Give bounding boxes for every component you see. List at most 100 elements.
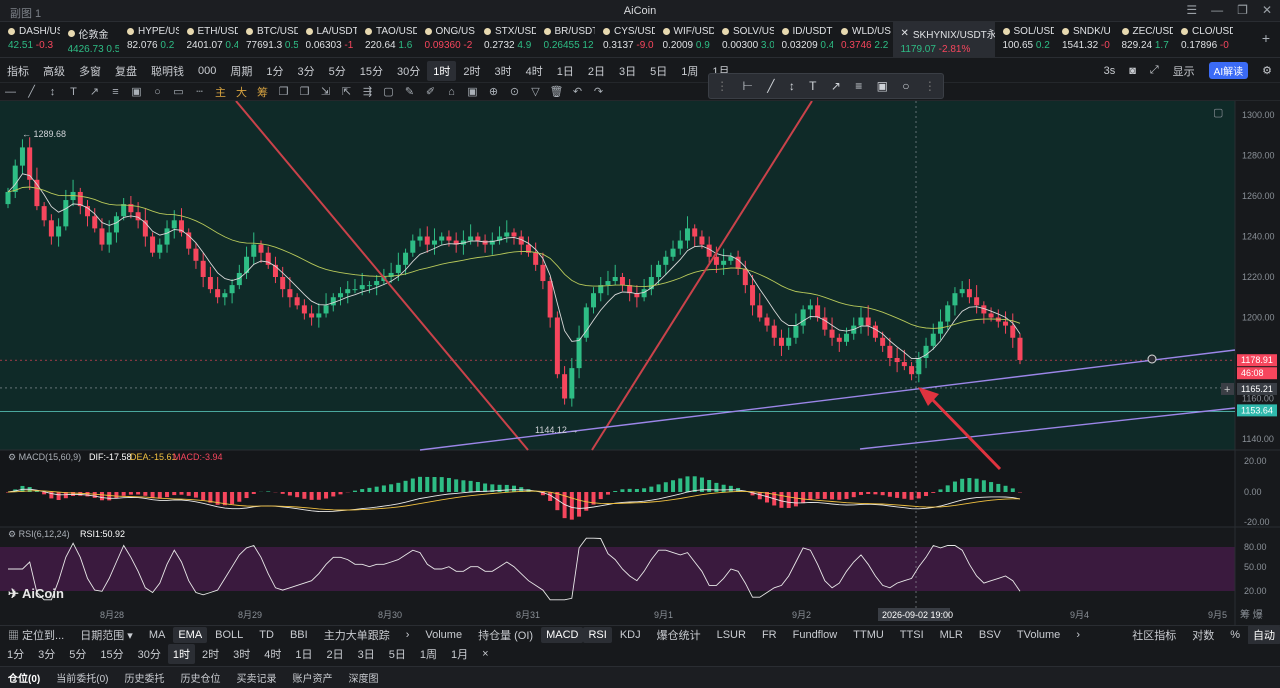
locate-button[interactable]: ▦ 定位到...	[8, 630, 65, 642]
toolbar-item[interactable]: 5分	[328, 65, 346, 78]
display-toggle[interactable]: 显示	[1172, 65, 1195, 78]
period-option[interactable]: 1时	[167, 644, 195, 664]
ticker-item[interactable]: DASH/US 42.51 -0.3	[0, 22, 60, 57]
add-icon[interactable]: +	[1261, 30, 1270, 46]
order-tab[interactable]: 深度图	[348, 674, 379, 685]
period-option[interactable]: 3时	[233, 649, 251, 661]
kline-chart[interactable]: 1300.00 1280.00 1260.00 1240.00 1220.00 1200.…	[0, 100, 1280, 625]
ticker-item[interactable]: HYPE/US 82.076 0.2	[119, 22, 179, 57]
draw-tool-icon[interactable]: ↕	[49, 85, 56, 98]
draw-tool-icon[interactable]: ⊕	[488, 86, 499, 98]
draw-tool-icon[interactable]: T	[70, 85, 77, 98]
draw-tool-icon[interactable]: ❐	[278, 86, 289, 98]
toolbar-item[interactable]: 000	[198, 64, 217, 77]
main-indicator-tab[interactable]: BOLL	[215, 629, 244, 641]
sub-indicator-tab[interactable]: TTMU	[853, 629, 884, 641]
toolbar-item[interactable]: 聪明钱	[151, 65, 184, 78]
sub-indicator-tab[interactable]: RSI	[583, 627, 612, 643]
ticker-item[interactable]: ETH/USD 2401.07 0.4	[179, 22, 238, 57]
ticker-item[interactable]: BTC/USD 77691.3 0.5	[238, 22, 298, 57]
float-tool-icon[interactable]: ○	[902, 79, 910, 93]
period-option[interactable]: 1分	[7, 649, 25, 661]
ticker-item[interactable]: ZEC/USD 829.24 1.7	[1114, 22, 1173, 57]
ai-button[interactable]: AI解读	[1208, 62, 1249, 79]
float-tool-icon[interactable]: ⊢	[742, 79, 753, 93]
draw-tool-icon[interactable]: 🗑	[549, 86, 564, 98]
settings-icon[interactable]: ⚙	[1262, 65, 1272, 77]
chevron-right-icon[interactable]: ›	[405, 629, 410, 641]
period-option[interactable]: 3日	[357, 649, 375, 661]
float-tool-icon[interactable]: ↕	[788, 79, 795, 93]
period-option[interactable]: 1周	[419, 649, 437, 661]
axis-option-icon[interactable]: 筹 爆	[1240, 608, 1263, 621]
draw-tool-icon[interactable]: ┄	[196, 86, 203, 98]
period-option[interactable]: 15分	[100, 649, 124, 661]
toolbar-item[interactable]: 指标	[7, 65, 29, 78]
toolbar-item[interactable]: 高级	[43, 65, 65, 78]
ticker-item[interactable]: SNDK/U 1541.32 -0	[1054, 22, 1114, 57]
draw-tool-icon[interactable]: ≡	[112, 85, 119, 98]
draw-tool-icon[interactable]: ↗	[89, 86, 100, 98]
draw-tool-icon[interactable]: ↶	[572, 86, 583, 98]
toolbar-item[interactable]: 2时	[463, 65, 481, 78]
pane-settings-icon[interactable]: ▢	[1213, 107, 1223, 119]
draw-tool-icon[interactable]: ❐	[299, 86, 310, 98]
period-option[interactable]: 30分	[137, 649, 161, 661]
fullscreen-icon[interactable]: ⤢	[1149, 64, 1159, 76]
period-option[interactable]: 5日	[388, 649, 406, 661]
ticker-item[interactable]: WLD/US 0.3746 2.2	[833, 22, 893, 57]
ticker-item[interactable]: ✕ SKHYNIX/USDT永 1179.07 -2.81%	[892, 22, 995, 57]
draw-tool-icon[interactable]: ▣	[131, 86, 142, 98]
draw-tool-icon[interactable]: ▭	[173, 86, 184, 98]
toolbar-item[interactable]: 2日	[587, 65, 605, 78]
toolbar-item[interactable]: 多窗	[79, 65, 101, 78]
float-tool-icon[interactable]: ≡	[855, 79, 863, 93]
main-indicator-tab[interactable]: 主力大单跟踪	[323, 630, 390, 642]
sub-indicator-tab[interactable]: Volume	[425, 629, 463, 641]
sub-indicator-tab[interactable]: LSUR	[716, 629, 746, 641]
draw-tool-icon[interactable]: —	[5, 85, 16, 98]
toolbar-item[interactable]: 5日	[650, 65, 668, 78]
order-tab[interactable]: 仓位(0)	[8, 674, 41, 685]
draw-tool-icon[interactable]: ╱	[28, 86, 35, 98]
toolbar-item[interactable]: 3时	[494, 65, 512, 78]
toolbar-item[interactable]: 复盘	[115, 65, 137, 78]
main-indicator-tab[interactable]: TD	[259, 629, 274, 641]
toolbar-item[interactable]: 1分	[266, 65, 284, 78]
sub-indicator-tab[interactable]: MACD	[541, 627, 584, 643]
ticker-item[interactable]: CLO/USD 0.17896 -0	[1173, 22, 1233, 57]
date-range-button[interactable]: 日期范围 ▾	[80, 630, 133, 642]
draw-tool-icon[interactable]: ○	[154, 85, 161, 98]
trend-line-purple[interactable]	[419, 349, 1236, 451]
maximize-icon[interactable]: ❐	[1237, 3, 1248, 17]
draw-tool-icon[interactable]: ⇱	[341, 86, 352, 98]
close-icon[interactable]: ✕	[900, 28, 909, 39]
add-order-icon-bg[interactable]	[1221, 382, 1234, 395]
period-option[interactable]: 1日	[295, 649, 313, 661]
sub-indicator-tab[interactable]: KDJ	[619, 629, 641, 641]
trend-line-red[interactable]	[591, 100, 813, 451]
chart-area[interactable]: 1300.00 1280.00 1260.00 1240.00 1220.00 1200.…	[0, 100, 1280, 625]
draw-tool-icon[interactable]: ⊙	[509, 86, 520, 98]
ticker-item[interactable]: SOL/USD 100.65 0.2	[995, 22, 1054, 57]
sub-indicator-tab[interactable]: Fundflow	[792, 629, 838, 641]
toolbar-item[interactable]: 周期	[230, 65, 253, 78]
period-option[interactable]: 5分	[69, 649, 87, 661]
draw-tool-icon[interactable]: ▢	[383, 86, 394, 98]
drag-handle-icon[interactable]: ⋮	[716, 79, 729, 93]
draw-tool-icon[interactable]: ✎	[404, 86, 415, 98]
ticker-item[interactable]: BR/USDT 0.26455 12	[536, 22, 595, 57]
ticker-item[interactable]: 伦敦金 4426.73 0.5	[60, 22, 119, 57]
drag-handle-icon[interactable]: ⋮	[923, 79, 936, 93]
ticker-item[interactable]: LA/USDT 0.06303 -1	[298, 22, 357, 57]
toolbar-item[interactable]: 3分	[297, 65, 315, 78]
main-indicator-tab[interactable]: BBI	[289, 629, 308, 641]
ticker-item[interactable]: CYS/USD 0.3137 -9.0	[595, 22, 655, 57]
ticker-item[interactable]: ID/USDT 0.03209 0.4	[774, 22, 833, 57]
trend-line-purple[interactable]	[859, 407, 1236, 450]
draw-tool-icon[interactable]: ⇶	[362, 86, 373, 98]
draw-tool-icon[interactable]: 主	[215, 86, 226, 99]
toolbar-item[interactable]: 1周	[681, 65, 699, 78]
sub-indicator-tab[interactable]: 持仓量 (OI)	[478, 630, 534, 642]
axis-option[interactable]: 对数	[1192, 630, 1215, 642]
